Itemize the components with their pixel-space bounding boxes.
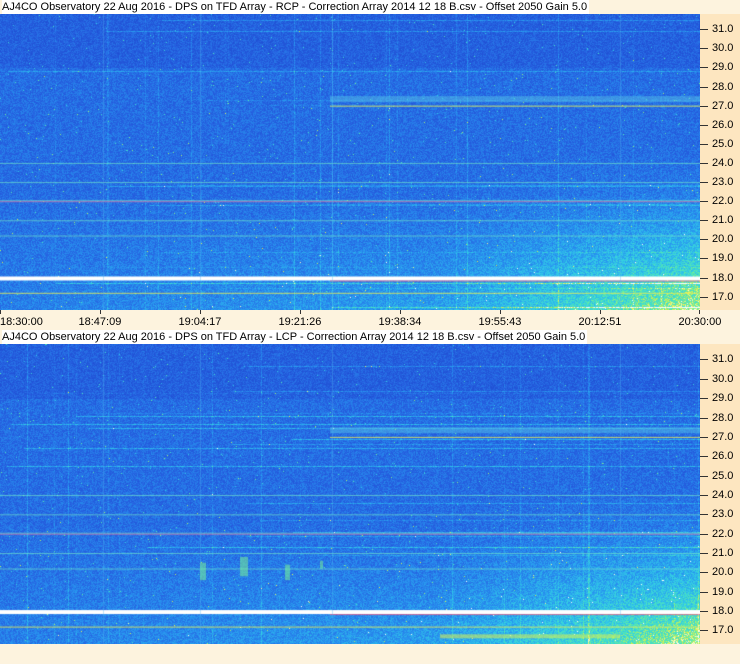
y-tick-label: 19.0 bbox=[712, 252, 734, 265]
x-tick-label: 19:55:43 bbox=[478, 316, 522, 328]
y-tick bbox=[700, 475, 708, 477]
y-tick-label: 25.0 bbox=[712, 469, 734, 482]
y-tick bbox=[700, 277, 708, 279]
x-tick-label: 19:38:34 bbox=[378, 316, 422, 328]
y-tick bbox=[700, 630, 708, 632]
y-tick bbox=[700, 105, 708, 107]
y-tick bbox=[700, 124, 708, 126]
y-tick-label: 28.0 bbox=[712, 80, 734, 93]
y-tick bbox=[700, 378, 708, 380]
rcp-chart-title: AJ4CO Observatory 22 Aug 2016 - DPS on T… bbox=[2, 0, 590, 14]
x-tick-label: 20:12:51 bbox=[578, 316, 622, 328]
x-tick-label: 18:47:09 bbox=[78, 316, 122, 328]
x-tick bbox=[0, 310, 1, 314]
y-tick-label: 27.0 bbox=[712, 99, 734, 112]
x-tick bbox=[200, 310, 201, 314]
time-x-axis: 18:30:00 18:47:09 19:04:17 19:21:26 19:38:34… bbox=[0, 310, 740, 330]
y-tick-label: 22.0 bbox=[712, 527, 734, 540]
y-tick-label: 26.0 bbox=[712, 118, 734, 131]
y-tick-label: 21.0 bbox=[712, 547, 734, 560]
rcp-spectrogram-panel: AJ4CO Observatory 22 Aug 2016 - DPS on T… bbox=[0, 0, 740, 330]
y-tick-label: 25.0 bbox=[712, 137, 734, 150]
y-tick-label: 23.0 bbox=[712, 176, 734, 189]
y-tick-label: 19.0 bbox=[712, 585, 734, 598]
rcp-spectrogram-plot bbox=[0, 14, 700, 310]
x-tick bbox=[100, 310, 101, 314]
y-tick bbox=[700, 514, 708, 516]
x-tick bbox=[600, 310, 601, 314]
y-tick bbox=[700, 162, 708, 164]
y-tick bbox=[700, 258, 708, 260]
y-tick bbox=[700, 296, 708, 298]
x-tick-label: 19:04:17 bbox=[178, 316, 222, 328]
rcp-spectrogram-canvas bbox=[0, 14, 700, 310]
y-tick bbox=[700, 29, 708, 31]
y-tick-label: 24.0 bbox=[712, 156, 734, 169]
y-tick-label: 23.0 bbox=[712, 508, 734, 521]
y-tick bbox=[700, 239, 708, 241]
y-tick-label: 30.0 bbox=[712, 372, 734, 385]
lcp-spectrogram-plot bbox=[0, 344, 700, 644]
y-tick bbox=[700, 182, 708, 184]
y-tick-label: 17.0 bbox=[712, 290, 734, 303]
y-tick-label: 31.0 bbox=[712, 23, 734, 36]
y-tick bbox=[700, 86, 708, 88]
y-tick bbox=[700, 553, 708, 555]
y-tick-label: 27.0 bbox=[712, 430, 734, 443]
rcp-y-axis: 31.0 30.0 29.0 28.0 27.0 26.0 25.0 24.0 23.0 22.0… bbox=[700, 14, 740, 310]
y-tick-label: 30.0 bbox=[712, 42, 734, 55]
y-tick-label: 18.0 bbox=[712, 605, 734, 618]
y-tick-label: 18.0 bbox=[712, 271, 734, 284]
y-tick bbox=[700, 611, 708, 613]
y-tick-label: 17.0 bbox=[712, 624, 734, 637]
y-tick bbox=[700, 436, 708, 438]
y-tick-label: 28.0 bbox=[712, 411, 734, 424]
lcp-y-axis: 31.0 30.0 29.0 28.0 27.0 26.0 25.0 24.0 23.0 22.0… bbox=[700, 344, 740, 644]
lcp-chart-title: AJ4CO Observatory 22 Aug 2016 - DPS on T… bbox=[2, 330, 588, 344]
y-tick-label: 31.0 bbox=[712, 353, 734, 366]
lcp-spectrogram-canvas bbox=[0, 344, 700, 644]
y-tick bbox=[700, 572, 708, 574]
x-tick bbox=[500, 310, 501, 314]
y-tick-label: 20.0 bbox=[712, 233, 734, 246]
x-tick-label: 20:30:00 bbox=[678, 316, 722, 328]
y-tick-label: 24.0 bbox=[712, 488, 734, 501]
y-tick-label: 26.0 bbox=[712, 450, 734, 463]
lcp-spectrogram-panel: AJ4CO Observatory 22 Aug 2016 - DPS on T… bbox=[0, 330, 740, 664]
y-tick bbox=[700, 143, 708, 145]
y-tick bbox=[700, 220, 708, 222]
y-tick bbox=[700, 201, 708, 203]
y-tick bbox=[700, 533, 708, 535]
x-tick bbox=[699, 310, 700, 314]
y-tick bbox=[700, 456, 708, 458]
y-tick bbox=[700, 67, 708, 69]
y-tick-label: 21.0 bbox=[712, 214, 734, 227]
y-tick bbox=[700, 359, 708, 361]
y-tick-label: 29.0 bbox=[712, 392, 734, 405]
y-tick bbox=[700, 494, 708, 496]
x-tick bbox=[300, 310, 301, 314]
y-tick bbox=[700, 591, 708, 593]
y-tick-label: 29.0 bbox=[712, 61, 734, 74]
x-tick-label: 18:30:00 bbox=[0, 316, 43, 328]
y-tick bbox=[700, 417, 708, 419]
x-tick bbox=[400, 310, 401, 314]
x-tick-label: 19:21:26 bbox=[278, 316, 322, 328]
y-tick bbox=[700, 48, 708, 50]
y-tick-label: 22.0 bbox=[712, 195, 734, 208]
y-tick-label: 20.0 bbox=[712, 566, 734, 579]
y-tick bbox=[700, 398, 708, 400]
